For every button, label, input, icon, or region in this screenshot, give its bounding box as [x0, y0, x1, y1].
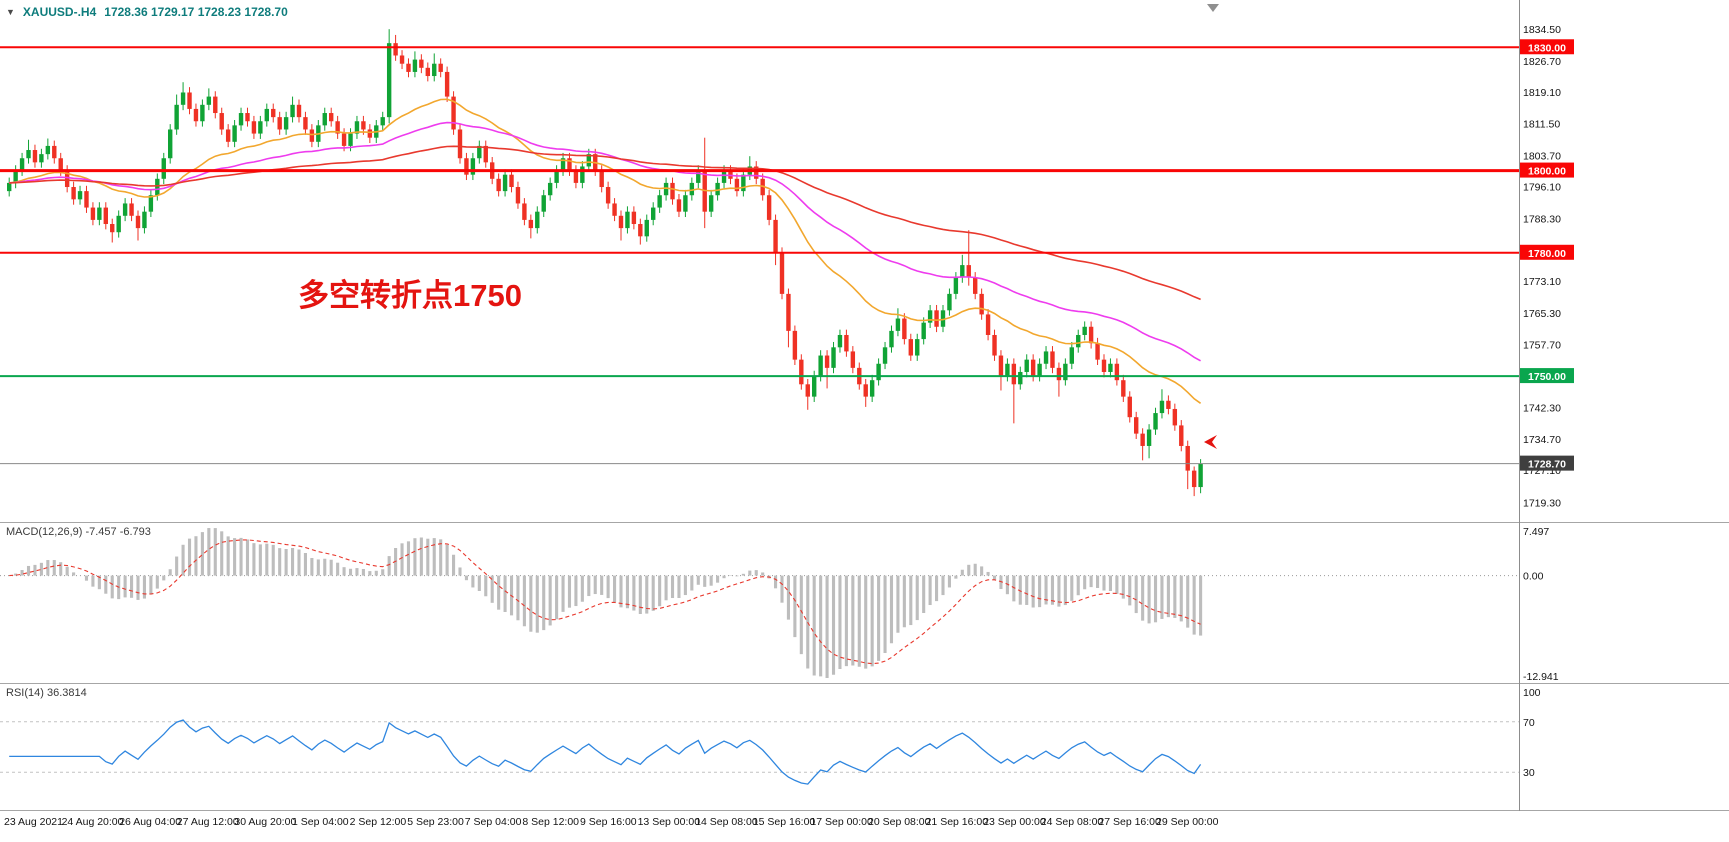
macd-pane[interactable]: 7.497 0.00 -12.941 MACD(12,26,9) -7.457 -6… [0, 523, 1729, 683]
symbol-ohlc: 1728.36 1729.17 1728.23 1728.70 [104, 5, 288, 19]
time-label: 24 Aug 20:00 [61, 816, 124, 828]
time-label: 26 Aug 04:00 [119, 816, 182, 828]
price-level-tag [1520, 39, 1574, 55]
rsi-pane[interactable]: 100 70 30 RSI(14) 36.3814 [0, 684, 1729, 810]
svg-text:1811.50: 1811.50 [1523, 118, 1560, 130]
svg-text:1742.30: 1742.30 [1523, 403, 1561, 415]
svg-text:1803.70: 1803.70 [1523, 150, 1561, 162]
price-chart-canvas[interactable]: 1834.50 1826.70 1819.10 1811.50 1803.70 1796.… [0, 0, 1729, 522]
time-label: 7 Sep 04:00 [464, 816, 522, 828]
svg-text:1800.00: 1800.00 [1528, 166, 1566, 178]
macd-signal-line [9, 539, 1201, 665]
time-label: 9 Sep 16:00 [580, 816, 637, 828]
svg-text:-12.941: -12.941 [1523, 671, 1559, 683]
macd-canvas[interactable]: 7.497 0.00 -12.941 [0, 523, 1729, 683]
svg-text:30: 30 [1523, 767, 1535, 779]
time-label: 24 Sep 08:00 [1040, 816, 1104, 828]
pane-separator [0, 810, 1729, 811]
symbol-title: XAUUSD-.H4 [22, 5, 97, 19]
price-level-tag [1520, 368, 1574, 384]
time-label: 15 Sep 16:00 [752, 816, 816, 828]
time-label: 27 Sep 16:00 [1098, 816, 1161, 828]
svg-text:1830.00: 1830.00 [1528, 42, 1566, 54]
pane-separator[interactable] [0, 683, 1729, 684]
price-level-tag [1520, 244, 1574, 260]
current-price-tag [1520, 455, 1574, 471]
time-label: 23 Aug 2021 [4, 816, 63, 828]
time-label: 1 Sep 04:00 [292, 816, 349, 828]
svg-text:1773.10: 1773.10 [1523, 276, 1561, 288]
time-label: 14 Sep 08:00 [695, 816, 758, 828]
svg-text:1719.30: 1719.30 [1523, 497, 1561, 509]
annotation-text: 多空转折点1750 [298, 278, 522, 313]
svg-text:70: 70 [1523, 717, 1535, 729]
time-label: 23 Sep 00:00 [983, 816, 1046, 828]
time-label: 20 Sep 08:00 [868, 816, 931, 828]
rsi-label: RSI(14) 36.3814 [6, 687, 87, 699]
time-label: 17 Sep 00:00 [810, 816, 873, 828]
svg-text:1819.10: 1819.10 [1523, 87, 1561, 99]
svg-text:1780.00: 1780.00 [1528, 248, 1566, 260]
ma-slow-line [9, 145, 1201, 301]
time-label: 21 Sep 16:00 [925, 816, 989, 828]
cursor-arrow-icon [1204, 435, 1217, 449]
macd-histogram [14, 528, 1203, 678]
svg-text:7.497: 7.497 [1523, 526, 1549, 538]
chart-shift-marker-icon[interactable] [1207, 4, 1219, 12]
ma-fast-line [9, 98, 1202, 404]
ma-mid-line [9, 121, 1201, 362]
price-axis-divider[interactable] [1519, 0, 1520, 811]
svg-text:1834.50: 1834.50 [1523, 24, 1561, 36]
time-label: 8 Sep 12:00 [522, 816, 580, 828]
svg-text:1728.70: 1728.70 [1528, 459, 1566, 471]
time-axis[interactable]: 23 Aug 2021 24 Aug 20:00 26 Aug 04:00 27 Au… [0, 811, 1729, 842]
svg-text:1750.00: 1750.00 [1528, 371, 1566, 383]
price-level-tag [1520, 162, 1574, 178]
time-label: 27 Aug 12:00 [176, 816, 239, 828]
macd-label: MACD(12,26,9) -7.457 -6.793 [6, 526, 151, 538]
svg-text:1826.70: 1826.70 [1523, 56, 1561, 68]
time-label: 2 Sep 12:00 [349, 816, 407, 828]
time-label: 13 Sep 00:00 [637, 816, 701, 828]
time-label: 29 Sep 00:00 [1156, 816, 1219, 828]
candlestick-series [7, 29, 1203, 497]
price-chart-pane[interactable]: 1834.50 1826.70 1819.10 1811.50 1803.70 1796.… [0, 0, 1729, 522]
svg-text:1765.30: 1765.30 [1523, 308, 1561, 320]
svg-text:1796.10: 1796.10 [1523, 182, 1561, 194]
svg-text:1734.70: 1734.70 [1523, 434, 1561, 446]
svg-text:1788.30: 1788.30 [1523, 214, 1561, 226]
time-label: 30 Aug 20:00 [234, 816, 297, 828]
svg-text:0.00: 0.00 [1523, 571, 1544, 583]
svg-text:1757.70: 1757.70 [1523, 339, 1561, 351]
rsi-line [9, 719, 1202, 785]
pane-separator[interactable] [0, 522, 1729, 523]
symbol-info: ▼ XAUUSD-.H4 1728.36 1729.17 1728.23 172… [6, 5, 288, 19]
rsi-canvas[interactable]: 100 70 30 [0, 684, 1729, 810]
svg-text:100: 100 [1523, 687, 1541, 699]
symbol-dropdown-icon[interactable]: ▼ [6, 7, 15, 17]
time-label: 5 Sep 23:00 [407, 816, 464, 828]
